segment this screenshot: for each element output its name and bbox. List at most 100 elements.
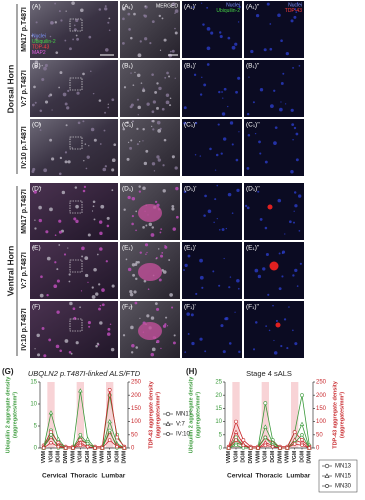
- cell-speck: [227, 192, 232, 197]
- cell-speck: [80, 290, 83, 292]
- cell-speck: [279, 107, 283, 112]
- micrograph: [182, 119, 242, 176]
- cell-speck: [217, 123, 220, 126]
- cell-speck: [227, 105, 229, 108]
- cell-speck: [246, 166, 250, 170]
- cell-speck: [59, 349, 63, 353]
- y2-tick-label: 100: [316, 419, 327, 425]
- cell-speck: [142, 140, 144, 142]
- micrograph: [30, 301, 118, 358]
- cell-speck: [293, 191, 297, 194]
- cell-speck: [238, 350, 241, 354]
- cell-speck: [277, 13, 281, 18]
- cell-speck: [104, 7, 108, 11]
- cell-speck: [280, 39, 283, 43]
- cell-speck: [71, 147, 73, 149]
- cell-speck: [215, 153, 219, 157]
- cell-speck: [98, 307, 101, 311]
- cell-speck: [81, 255, 84, 258]
- cell-speck: [135, 346, 138, 349]
- cell-speck: [248, 76, 250, 78]
- cell-speck: [222, 97, 224, 99]
- legend-label: IV:10: [176, 432, 190, 438]
- cell-speck: [283, 318, 287, 321]
- cell-speck: [146, 251, 148, 254]
- cell-speck: [67, 89, 70, 92]
- data-point: [115, 444, 119, 449]
- cell-speck: [174, 12, 176, 14]
- micrograph: [244, 1, 304, 58]
- cell-speck: [290, 19, 294, 23]
- cell-speck: [101, 303, 105, 307]
- cell-speck: [108, 17, 111, 20]
- cell-speck: [206, 46, 211, 51]
- cell-speck: [93, 138, 97, 142]
- panel-label: (D): [32, 186, 41, 193]
- cell-speck: [154, 200, 158, 204]
- x-tick-label: VWM: [226, 451, 232, 463]
- y2-tick-label: 200: [316, 393, 327, 399]
- legend-marker: [165, 432, 171, 436]
- cell-speck: [84, 273, 89, 278]
- y2-tick-label: 150: [131, 406, 142, 412]
- cell-speck: [236, 188, 240, 192]
- cell-speck: [282, 72, 285, 75]
- cell-speck: [152, 128, 155, 131]
- cell-speck: [221, 91, 223, 93]
- cell-speck: [43, 66, 47, 71]
- data-point: [41, 446, 46, 450]
- cell-speck: [231, 45, 236, 50]
- cell-speck: [186, 312, 190, 316]
- cell-speck: [295, 132, 299, 136]
- panel-label: (F): [32, 304, 40, 311]
- panel-label: (A₁)'': [246, 4, 259, 11]
- cell-speck: [192, 6, 195, 9]
- data-point: [300, 433, 304, 437]
- x-tick-label: VWM: [285, 451, 291, 463]
- cell-speck: [204, 350, 207, 353]
- cell-speck: [131, 196, 136, 201]
- panel-label: (F₁)': [184, 304, 196, 311]
- cell-speck: [134, 71, 136, 73]
- cell-speck: [139, 141, 141, 143]
- data-point: [263, 424, 268, 429]
- cell-speck: [214, 169, 217, 171]
- cell-speck: [278, 252, 281, 255]
- cell-speck: [127, 12, 131, 16]
- cell-speck: [58, 244, 61, 246]
- axis-title: (aggregates/mm²): [154, 392, 161, 438]
- cell-speck: [295, 11, 298, 14]
- cell-speck: [237, 76, 241, 80]
- cell-speck: [145, 253, 147, 255]
- cell-speck: [183, 269, 185, 271]
- cell-speck: [214, 198, 217, 201]
- roi-box: [69, 259, 83, 273]
- cell-speck: [218, 228, 221, 231]
- cell-speck: [277, 198, 282, 203]
- cell-speck: [174, 166, 178, 170]
- cell-speck: [136, 143, 139, 146]
- cell-speck: [67, 247, 69, 249]
- cell-speck: [137, 260, 140, 264]
- data-point: [234, 419, 238, 424]
- cell-speck: [259, 217, 263, 221]
- cell-speck: [144, 243, 149, 247]
- cell-speck: [169, 97, 172, 100]
- micrograph: [244, 60, 304, 117]
- cell-speck: [294, 8, 297, 11]
- cell-speck: [111, 158, 116, 163]
- cell-speck: [290, 170, 294, 174]
- cell-speck: [216, 218, 218, 220]
- cell-speck: [51, 109, 53, 111]
- cell-speck: [56, 268, 59, 271]
- cell-speck: [31, 170, 35, 173]
- cell-speck: [123, 86, 127, 89]
- cell-speck: [107, 103, 109, 105]
- cell-speck: [156, 106, 159, 110]
- x-tick-label: DGM: [241, 451, 247, 463]
- channel-label: TDP-43: [32, 44, 49, 50]
- cell-speck: [39, 129, 42, 131]
- cell-speck: [280, 82, 284, 85]
- cell-speck: [49, 207, 53, 212]
- data-point: [263, 435, 268, 440]
